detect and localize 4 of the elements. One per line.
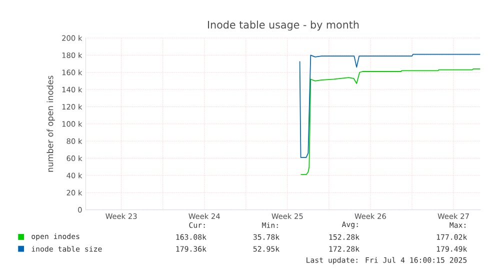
y-axis-title: number of open inodes (46, 76, 55, 172)
line-series (300, 68, 481, 176)
chart-title: Inode table usage - by month (208, 20, 359, 31)
line-series (299, 54, 481, 158)
